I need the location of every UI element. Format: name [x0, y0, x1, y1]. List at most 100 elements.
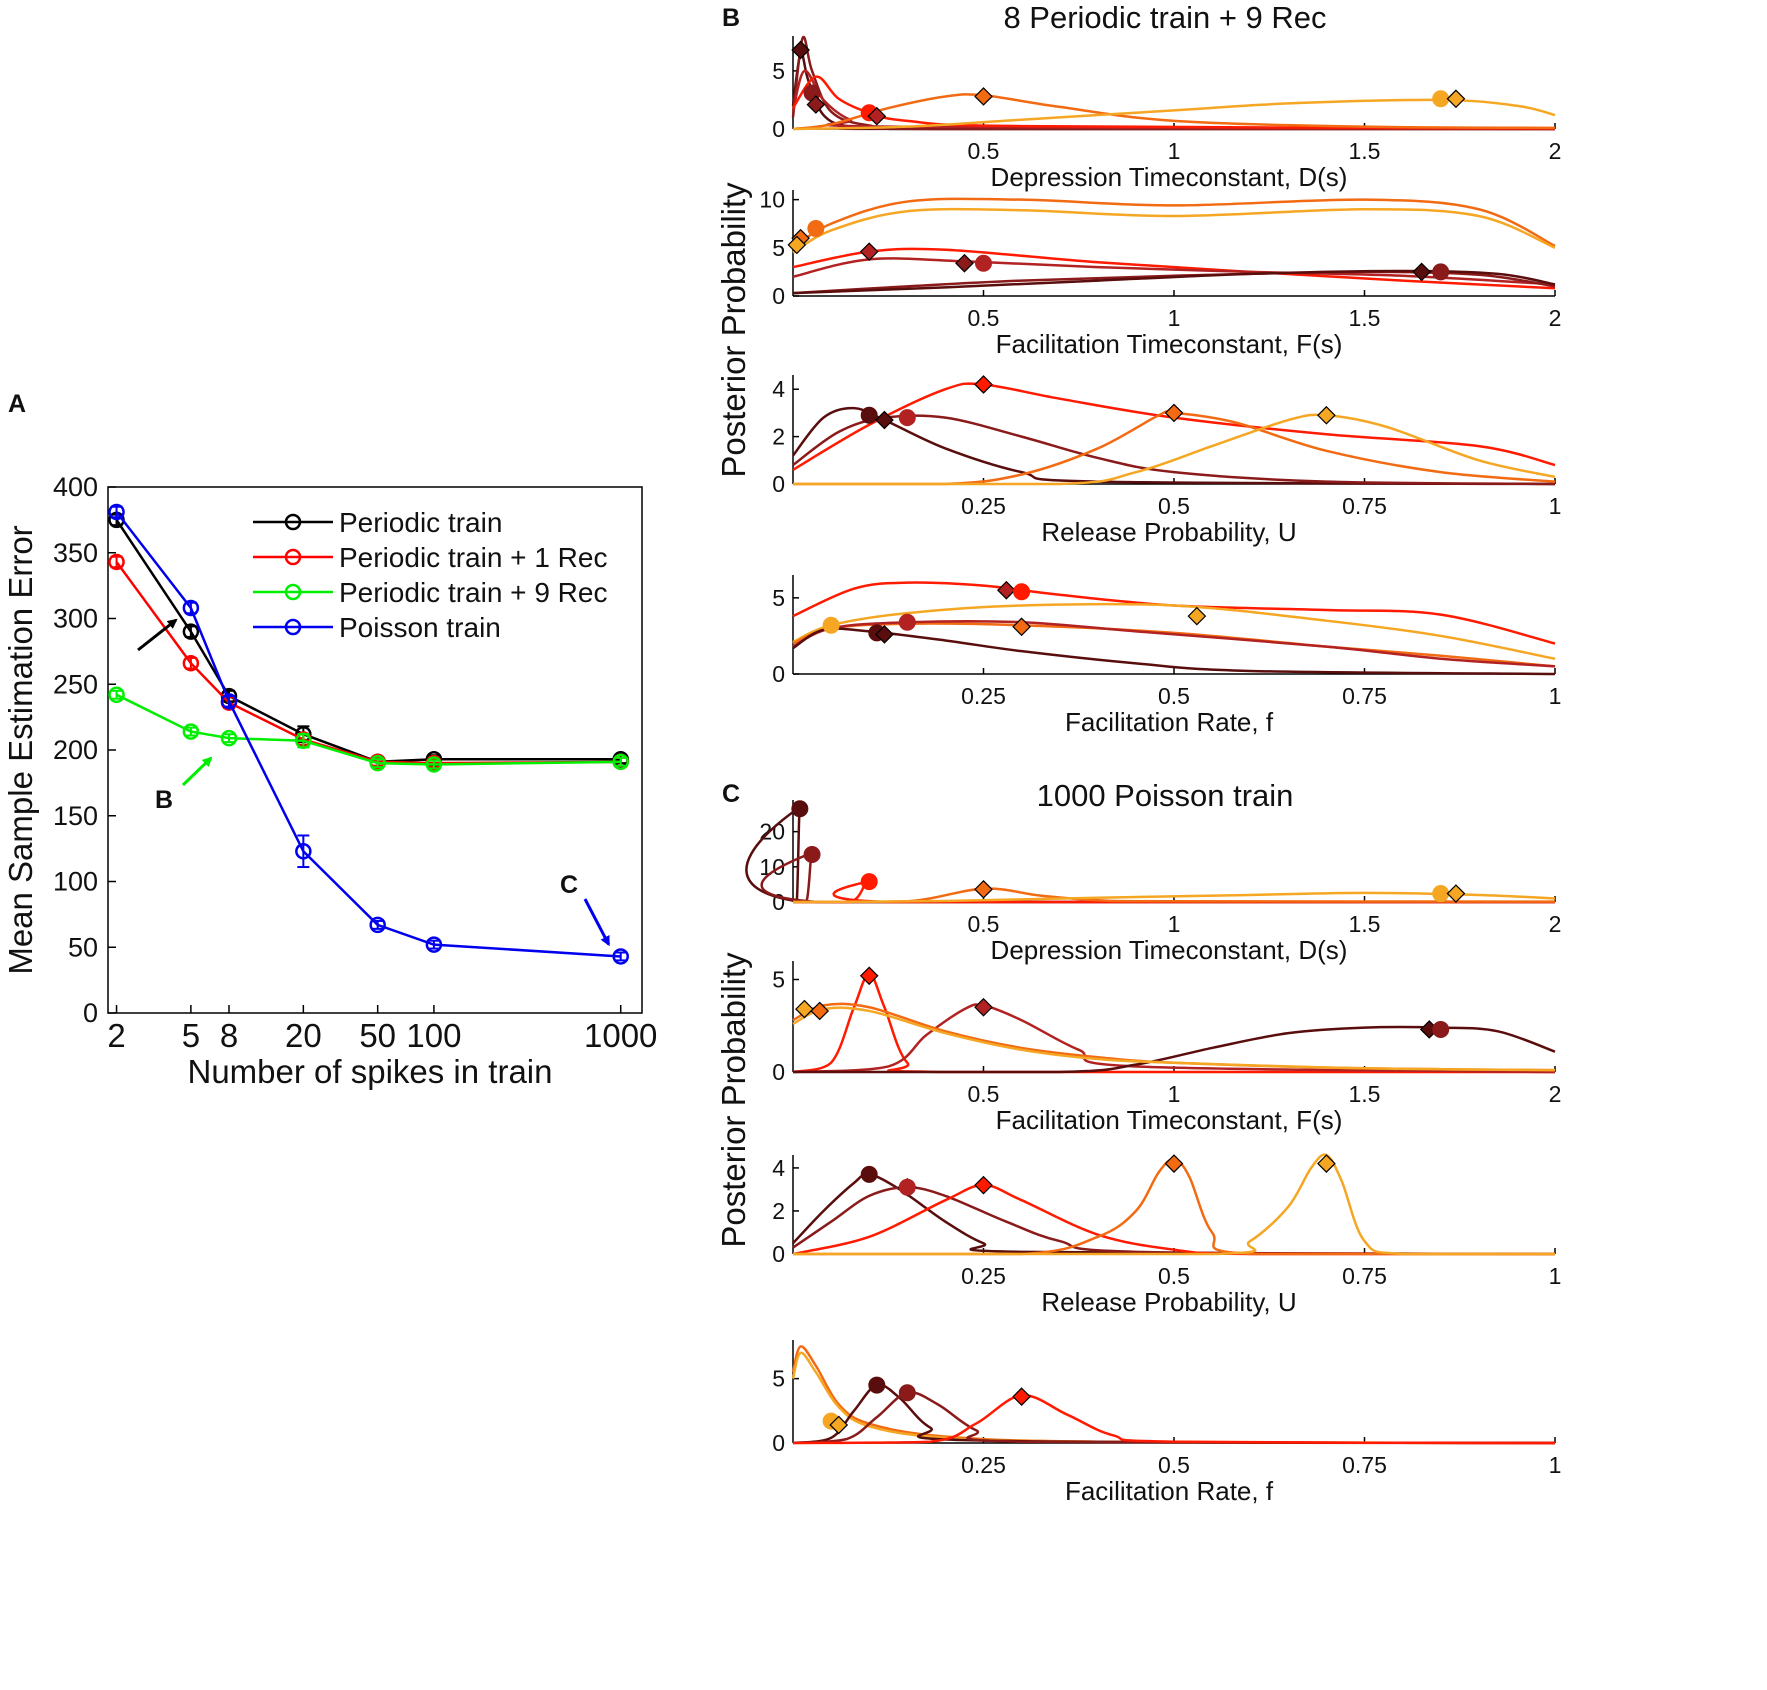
data-point: [369, 916, 386, 934]
annotation-label: C: [560, 871, 578, 899]
true-value-marker: [875, 625, 894, 644]
x-tick-label: 1: [1549, 1263, 1562, 1289]
x-tick-label: 0.25: [961, 1452, 1006, 1478]
true-value-marker: [795, 999, 814, 1019]
panel-a-ytick-label: 0: [83, 998, 98, 1028]
data-point: [182, 723, 200, 740]
true-value-marker: [1164, 403, 1184, 423]
data-point: [108, 686, 125, 704]
posterior-curve: [792, 413, 1556, 486]
true-value-marker: [867, 106, 887, 126]
panel-a-ytick-label: 150: [53, 801, 98, 831]
x-tick-label: 0.75: [1342, 1452, 1387, 1478]
x-axis-label: Release Probability, U: [1041, 1287, 1296, 1317]
true-value-marker: [875, 410, 894, 430]
y-tick-label: 2: [772, 1198, 785, 1224]
y-tick-label: 10: [759, 187, 785, 213]
x-tick-label: 0.75: [1342, 1263, 1387, 1289]
subplot: 0.25 0.5 0.75 1 0 2 4 Release Probability, U: [772, 375, 1561, 547]
mean-marker: [807, 220, 825, 238]
true-value-marker: [1446, 884, 1466, 903]
data-point: [182, 599, 200, 617]
posterior-curve: [792, 627, 1556, 676]
posterior-curve: [792, 581, 1556, 645]
subplot: 0.5 1 1.5 2 0 5 10 Facilitation Timeconstant, F…: [759, 187, 1561, 359]
y-tick-label: 0: [772, 283, 785, 309]
annotation-label: B: [155, 786, 173, 814]
panel-a-xtick-label: 50: [359, 1017, 396, 1054]
x-tick-label: 1: [1168, 305, 1181, 331]
mean-marker: [860, 406, 878, 424]
panel-a-xtick-label: 1000: [584, 1017, 657, 1054]
panel-a-ytick-label: 200: [53, 735, 98, 765]
y-tick-label: 2: [772, 424, 785, 450]
legend-entry: Periodic train + 1 Rec: [339, 542, 607, 573]
posterior-curve: [792, 382, 1556, 471]
panel-a-xtick-label: 20: [285, 1017, 322, 1054]
mean-marker: [898, 613, 916, 631]
x-tick-label: 1: [1168, 911, 1181, 937]
y-tick-label: 5: [772, 1366, 785, 1392]
x-tick-label: 0.5: [1158, 683, 1190, 709]
true-value-marker: [859, 966, 879, 986]
true-value-marker: [974, 1175, 993, 1195]
mean-marker: [822, 616, 840, 634]
true-value-marker: [1412, 262, 1431, 282]
y-tick-label: 4: [772, 376, 785, 402]
mean-marker: [868, 1376, 886, 1394]
x-tick-label: 1.5: [1349, 305, 1381, 331]
true-value-marker: [974, 997, 993, 1017]
x-axis-label: Facilitation Timeconstant, F(s): [996, 329, 1343, 359]
x-tick-label: 2: [1549, 305, 1562, 331]
x-tick-label: 1: [1549, 1452, 1562, 1478]
y-tick-label: 4: [772, 1155, 785, 1181]
x-tick-label: 0.5: [968, 305, 1000, 331]
true-value-marker: [1317, 1154, 1336, 1173]
legend-entry: Poisson train: [339, 612, 501, 643]
data-point: [425, 936, 443, 953]
true-value-marker: [810, 1001, 830, 1021]
posterior-curve: [792, 269, 1556, 295]
y-tick-label: 5: [772, 58, 785, 84]
posterior-curve: [792, 1006, 1556, 1072]
mean-marker: [791, 800, 809, 818]
x-tick-label: 2: [1549, 1081, 1562, 1107]
data-point: [425, 756, 443, 773]
true-value-marker: [974, 375, 993, 394]
x-tick-label: 1.5: [1349, 138, 1381, 164]
true-value-marker: [1012, 1387, 1031, 1406]
panel-a-xlabel: Number of spikes in train: [188, 1053, 553, 1090]
x-tick-label: 0.5: [1158, 1452, 1190, 1478]
panel-a-chart: 2 5 8 20 50 100 1000 0 50 100 150 200 250 300 350 400 Nu…: [2, 390, 657, 1090]
mean-marker: [1432, 90, 1450, 108]
subplot: 0.25 0.5 0.75 1 0 5 Facilitation Rate, f: [772, 575, 1561, 737]
posterior-curve: [792, 197, 1556, 249]
panel-a-ylabel: Mean Sample Estimation Error: [2, 525, 39, 974]
true-value-marker: [1012, 617, 1031, 637]
posterior-curve: [792, 257, 1556, 286]
true-value-marker: [787, 235, 807, 255]
true-value-marker: [974, 87, 993, 106]
subplot: 0.25 0.5 0.75 1 0 5 Facilitation Rate, f: [772, 1340, 1561, 1506]
x-tick-label: 1: [1168, 138, 1181, 164]
x-tick-label: 2: [1549, 138, 1562, 164]
x-tick-label: 0.5: [968, 911, 1000, 937]
panel-a-ytick-label: 300: [53, 604, 98, 634]
panel-a-xtick-label: 8: [220, 1017, 238, 1054]
panel-c-title: 1000 Poisson train: [1037, 778, 1294, 813]
data-point: [220, 693, 238, 710]
true-value-marker: [1164, 1154, 1184, 1173]
mean-marker: [1432, 885, 1450, 903]
data-point: [295, 732, 312, 750]
posterior-curve: [792, 207, 1556, 254]
subplot: 0.25 0.5 0.75 1 0 2 4 Release Probability, U: [772, 1153, 1562, 1317]
panel-a-ytick-label: 250: [53, 669, 98, 699]
posterior-curve: [793, 1025, 1556, 1074]
data-point: [295, 843, 312, 860]
legend-marker: [284, 513, 302, 531]
panel-b-ylabel: Posterior Probability: [715, 182, 752, 478]
x-axis-label: Release Probability, U: [1041, 517, 1296, 547]
x-tick-label: 0.5: [968, 138, 1000, 164]
annotation-arrow: [583, 898, 611, 947]
